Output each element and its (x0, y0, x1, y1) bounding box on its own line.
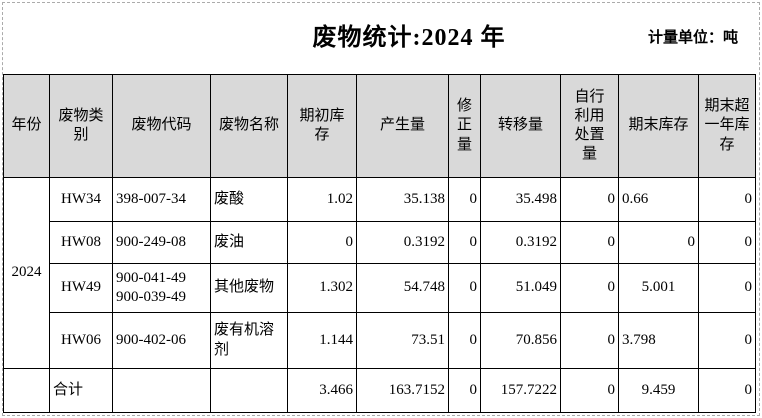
title-bar: 废物统计:2024 年 计量单位：吨 (0, 0, 762, 74)
cell-opening: 1.302 (287, 263, 357, 313)
cell-transferred: 157.7222 (480, 368, 561, 413)
col-header-selfDisposed: 自行 利用 处置 量 (560, 74, 619, 178)
cell-code: 398-007-34 (112, 177, 211, 222)
cell-code: 900-249-08 (112, 221, 211, 264)
cell-name (210, 368, 288, 413)
cell-generated: 0.3192 (356, 221, 449, 264)
table-header-row: 年份 废物类 别废物代码 废物名称 期初库 存产生量修 正 量转移量 自行 利用 处置 … (3, 74, 756, 178)
cell-corrected: 0 (448, 221, 481, 264)
cell-category: HW06 (49, 312, 113, 369)
cell-overYear: 0 (698, 263, 756, 313)
cell-category: HW49 (49, 263, 113, 313)
unit-label: 计量单位：吨 (647, 29, 738, 46)
cell-name: 废有机溶剂 (210, 312, 288, 369)
waste-stats-table: 年份 废物类 别废物代码 废物名称 期初库 存产生量修 正 量转移量 自行 利用 处置 … (3, 74, 756, 413)
cell-opening: 0 (287, 221, 357, 264)
cell-year-empty (3, 368, 50, 413)
cell-generated: 73.51 (356, 312, 449, 369)
cell-year: 2024 (3, 177, 50, 369)
cell-closing: 5.001 (618, 263, 699, 313)
col-header-transferred: 转移量 (480, 74, 561, 178)
col-header-overYear: 期末超 一年库 存 (698, 74, 756, 178)
cell-closing: 9.459 (618, 368, 699, 413)
cell-closing: 0.66 (618, 177, 699, 222)
cell-corrected: 0 (448, 368, 481, 413)
cell-corrected: 0 (448, 263, 481, 313)
cell-corrected: 0 (448, 312, 481, 369)
cell-selfDisposed: 0 (560, 221, 619, 264)
table-row: HW49 900-041-49 900-039-49 其他废物 1.302 54.748… (4, 263, 756, 313)
cell-code: 900-402-06 (112, 312, 211, 369)
cell-selfDisposed: 0 (560, 177, 619, 222)
cell-selfDisposed: 0 (560, 368, 619, 413)
cell-overYear: 0 (698, 221, 756, 264)
cell-transferred: 0.3192 (480, 221, 561, 264)
cell-opening: 1.02 (287, 177, 357, 222)
col-header-year: 年份 (3, 74, 50, 178)
col-header-corrected: 修 正 量 (448, 74, 481, 178)
cell-selfDisposed: 0 (560, 263, 619, 313)
table-row: HW08 900-249-08 废油 0 0.3192 0 0.3192 0 0 0 (4, 221, 756, 264)
cell-name: 其他废物 (210, 263, 288, 313)
cell-corrected: 0 (448, 177, 481, 222)
cell-name: 废油 (210, 221, 288, 264)
cell-generated: 163.7152 (356, 368, 449, 413)
cell-transferred: 70.856 (480, 312, 561, 369)
cell-closing: 3.798 (618, 312, 699, 369)
total-row: 合计 3.466 163.7152 0 157.7222 0 9.459 0 (3, 368, 756, 413)
cell-selfDisposed: 0 (560, 312, 619, 369)
col-header-opening: 期初库 存 (287, 74, 357, 178)
cell-generated: 35.138 (356, 177, 449, 222)
col-header-name: 废物名称 (210, 74, 288, 178)
cell-opening: 3.466 (287, 368, 357, 413)
cell-overYear: 0 (698, 177, 756, 222)
cell-total-label: 合计 (49, 368, 113, 413)
table-row: 2024 HW34 398-007-34 废酸 1.02 35.138 0 35.498 0 0.… (3, 177, 756, 369)
cell-opening: 1.144 (287, 312, 357, 369)
cell-overYear: 0 (698, 312, 756, 369)
cell-generated: 54.748 (356, 263, 449, 313)
cell-code: 900-041-49 900-039-49 (112, 263, 211, 313)
cell-overYear: 0 (698, 368, 756, 413)
cell-transferred: 51.049 (480, 263, 561, 313)
cell-category: HW08 (49, 221, 113, 264)
cell-code (112, 368, 211, 413)
col-header-generated: 产生量 (356, 74, 449, 178)
cell-category: HW34 (49, 177, 113, 222)
report-title: 废物统计:2024 年 (312, 25, 506, 51)
col-header-category: 废物类 别 (49, 74, 113, 178)
cell-closing: 0 (618, 221, 699, 264)
cell-name: 废酸 (210, 177, 288, 222)
col-header-closing: 期末库存 (618, 74, 699, 178)
cell-transferred: 35.498 (480, 177, 561, 222)
table-row: HW06 900-402-06 废有机溶剂 1.144 73.51 0 70.856 0 3.7… (4, 312, 756, 369)
col-header-code: 废物代码 (112, 74, 211, 178)
